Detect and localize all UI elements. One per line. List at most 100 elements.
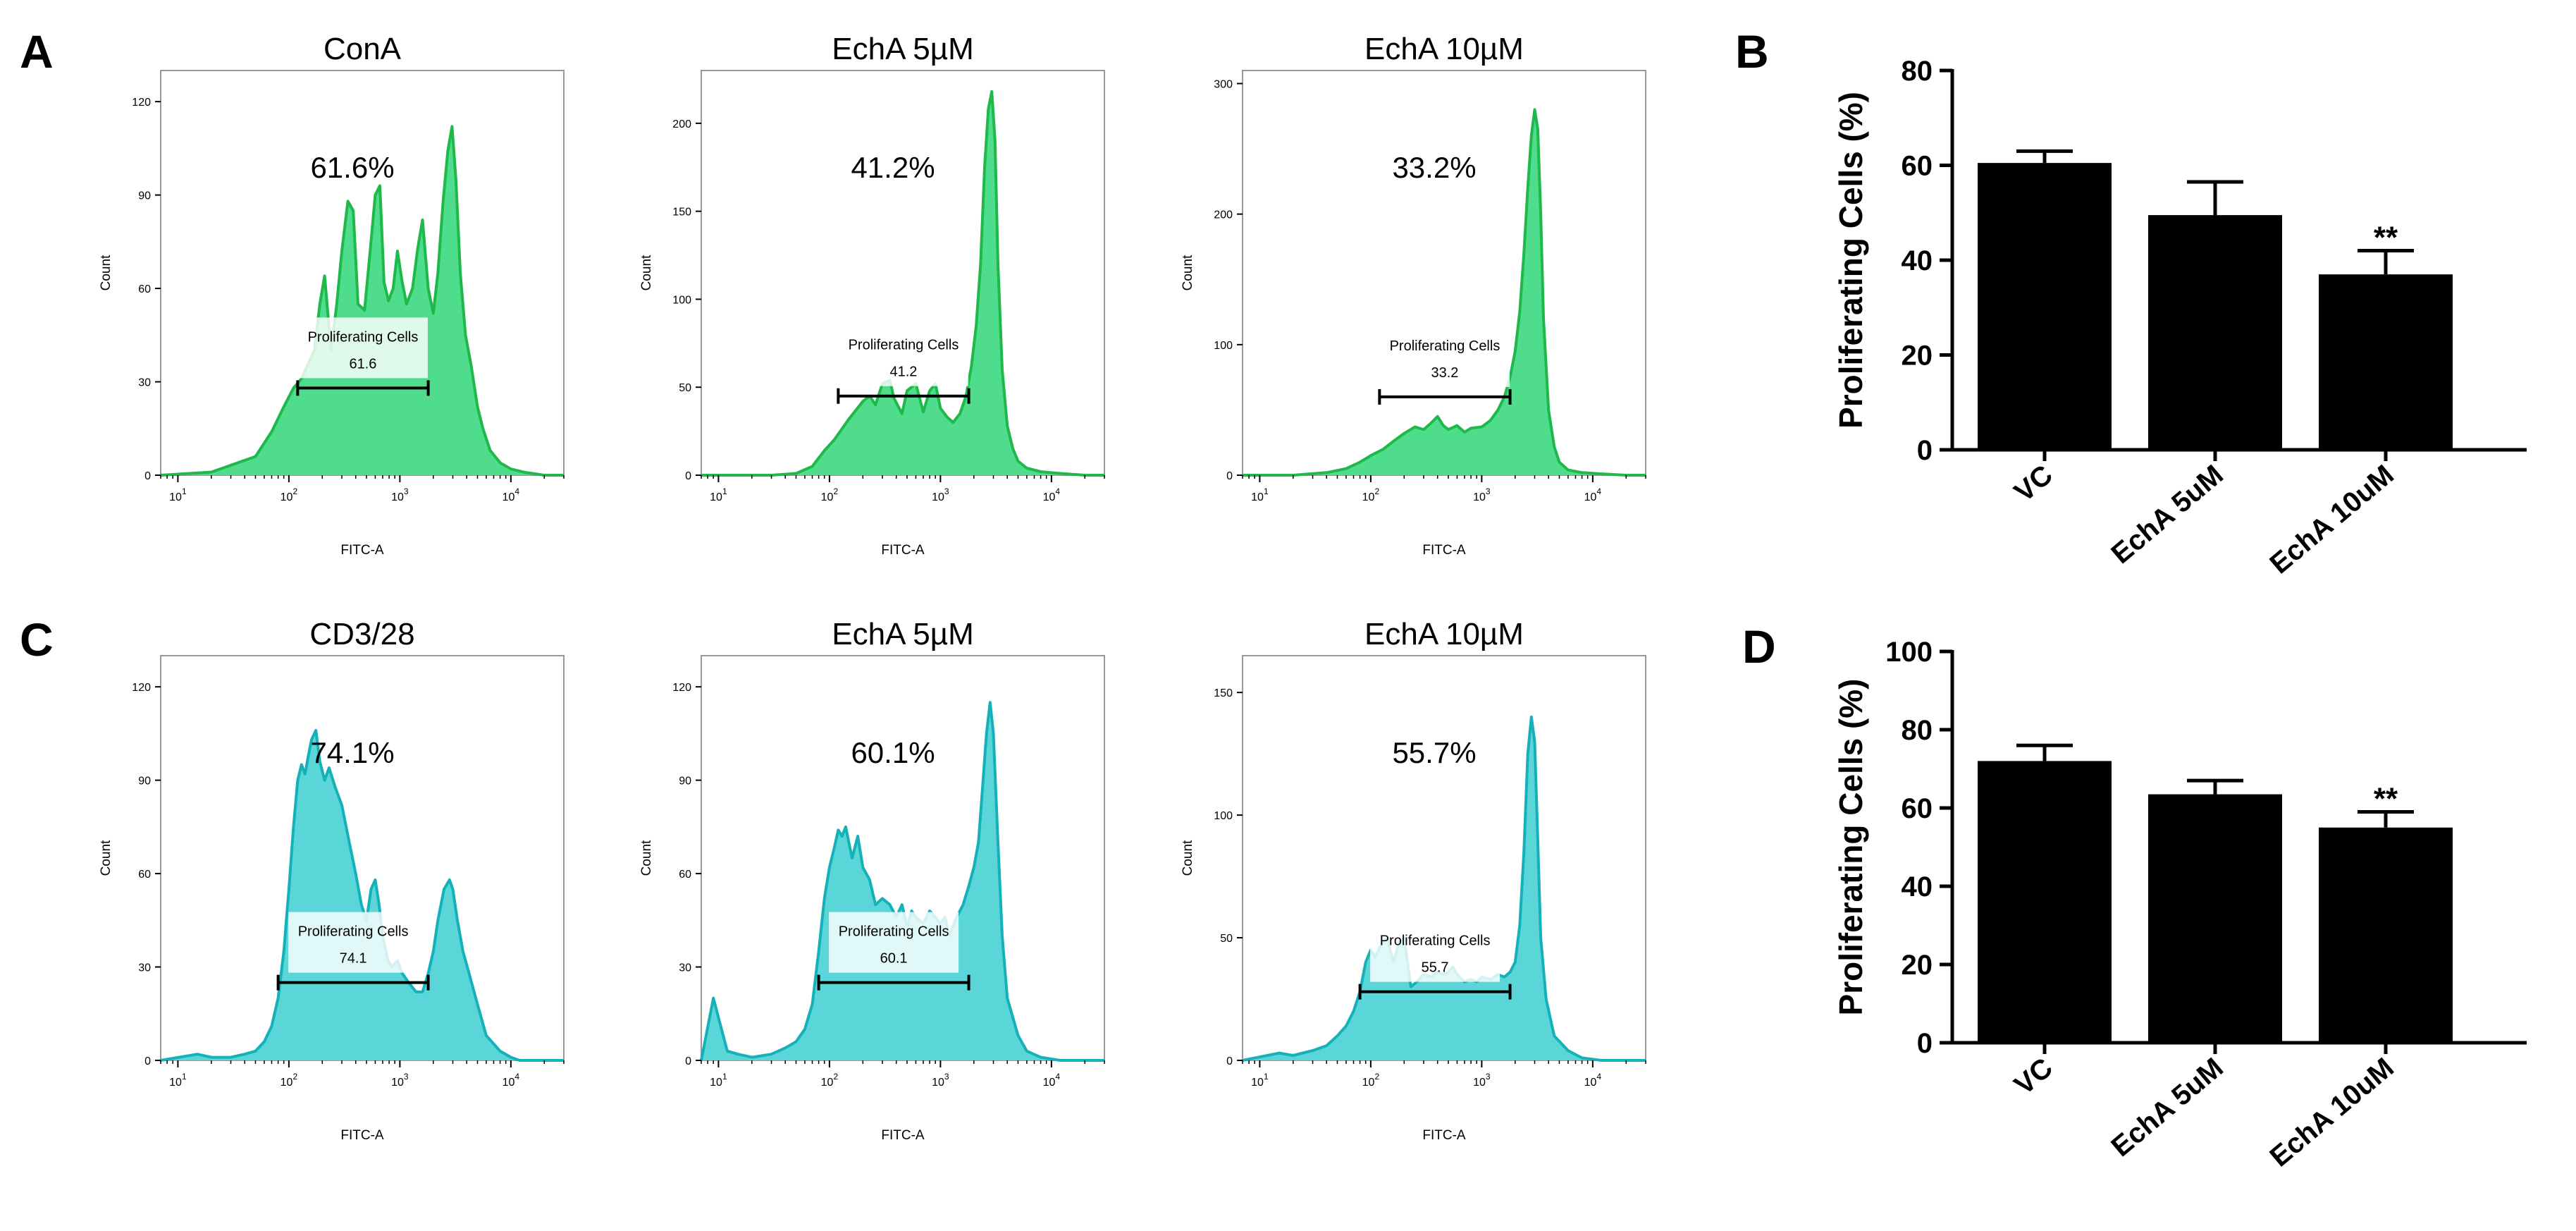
x-tick-exponent: 2 bbox=[292, 1072, 297, 1082]
x-axis-label: FITC-A bbox=[881, 1128, 925, 1143]
x-tick-exponent: 1 bbox=[1264, 486, 1269, 496]
histogram-line bbox=[160, 729, 564, 1062]
x-tick-label: 102 bbox=[821, 486, 839, 503]
x-tick-base: 10 bbox=[391, 1077, 404, 1089]
y-tick-label: 200 bbox=[1214, 209, 1233, 221]
y-tick-label: 60 bbox=[1902, 793, 1933, 824]
panel-title: EchA 5µM bbox=[832, 32, 973, 66]
x-tick-exponent: 1 bbox=[1264, 1072, 1269, 1082]
x-tick-base: 10 bbox=[821, 491, 834, 503]
x-tick-exponent: 4 bbox=[514, 1072, 519, 1082]
x-tick-label: 104 bbox=[1584, 1072, 1602, 1089]
y-tick-label: 150 bbox=[1214, 687, 1233, 699]
x-tick-exponent: 3 bbox=[1486, 1072, 1491, 1082]
y-tick-label: 0 bbox=[1917, 1028, 1933, 1059]
y-tick-label: 0 bbox=[144, 470, 151, 482]
x-tick-label: 103 bbox=[391, 486, 409, 503]
x-axis-label: FITC-A bbox=[881, 543, 925, 558]
y-tick-label: 40 bbox=[1902, 245, 1933, 276]
gate-label-box bbox=[288, 912, 419, 973]
x-tick-label: 104 bbox=[1043, 486, 1061, 503]
x-tick-label: 101 bbox=[710, 1072, 727, 1089]
gate-value: 61.6 bbox=[349, 356, 376, 372]
x-tick-base: 10 bbox=[281, 491, 293, 503]
histogram-area bbox=[1243, 109, 1646, 475]
y-tick-label: 0 bbox=[144, 1055, 151, 1067]
x-tick-exponent: 4 bbox=[1596, 486, 1601, 496]
y-tick-label: 90 bbox=[138, 190, 151, 202]
y-tick-label: 80 bbox=[1902, 715, 1933, 746]
y-tick-label: 50 bbox=[679, 382, 691, 394]
x-tick-exponent: 2 bbox=[1374, 486, 1379, 496]
x-tick-base: 10 bbox=[1251, 491, 1264, 503]
y-tick-label: 120 bbox=[132, 97, 151, 109]
x-tick-exponent: 1 bbox=[182, 1072, 187, 1082]
x-tick-exponent: 2 bbox=[292, 486, 297, 496]
x-tick-label: 101 bbox=[1251, 486, 1269, 503]
x-axis-label: FITC-A bbox=[340, 1128, 384, 1143]
x-axis-label: FITC-A bbox=[1422, 543, 1466, 558]
percent-label: 55.7% bbox=[1392, 736, 1476, 769]
x-tick-label: 101 bbox=[169, 486, 187, 503]
x-tick-base: 10 bbox=[932, 491, 944, 503]
x-tick-exponent: 1 bbox=[722, 486, 727, 496]
panel-letter-b: B bbox=[1735, 25, 1769, 78]
histogram-line bbox=[701, 90, 1104, 477]
gate-value: 55.7 bbox=[1422, 960, 1449, 976]
significance-label: ** bbox=[2374, 221, 2398, 255]
gate-value: 60.1 bbox=[880, 951, 908, 967]
percent-label: 33.2% bbox=[1392, 151, 1476, 184]
y-tick-label: 60 bbox=[679, 869, 691, 881]
gate-label-box bbox=[1379, 326, 1510, 387]
x-tick-base: 10 bbox=[391, 491, 404, 503]
x-tick-label: 101 bbox=[169, 1072, 187, 1089]
x-tick-exponent: 3 bbox=[944, 486, 949, 496]
y-tick-label: 0 bbox=[685, 1055, 691, 1067]
y-axis-label: Count bbox=[99, 840, 113, 876]
y-axis-label: Count bbox=[639, 840, 654, 876]
x-tick-base: 10 bbox=[821, 1077, 834, 1089]
x-tick-base: 10 bbox=[503, 491, 515, 503]
x-tick-base: 10 bbox=[1362, 1077, 1375, 1089]
panel-title: EchA 5µM bbox=[832, 617, 973, 651]
x-tick-base: 10 bbox=[1043, 491, 1056, 503]
x-tick-exponent: 4 bbox=[514, 486, 519, 496]
x-tick-base: 10 bbox=[710, 491, 722, 503]
bar bbox=[2148, 794, 2282, 1043]
y-axis-label: Count bbox=[1181, 255, 1195, 290]
gate-name: Proliferating Cells bbox=[1390, 338, 1500, 354]
histogram-area bbox=[701, 702, 1104, 1060]
x-tick-exponent: 1 bbox=[182, 486, 187, 496]
x-tick-exponent: 4 bbox=[1055, 1072, 1060, 1082]
bar bbox=[2319, 274, 2453, 450]
y-tick-label: 90 bbox=[138, 776, 151, 788]
y-tick-label: 100 bbox=[1214, 340, 1233, 352]
panel-letter-c: C bbox=[20, 613, 54, 666]
histogram-line bbox=[1243, 108, 1646, 477]
y-tick-label: 20 bbox=[1902, 950, 1933, 981]
percent-label: 60.1% bbox=[851, 736, 935, 769]
percent-label: 41.2% bbox=[851, 151, 935, 184]
y-tick-label: 200 bbox=[672, 118, 691, 130]
x-tick-base: 10 bbox=[281, 1077, 293, 1089]
y-tick-label: 60 bbox=[138, 283, 151, 295]
y-tick-label: 30 bbox=[679, 962, 691, 974]
x-tick-base: 10 bbox=[1251, 1077, 1264, 1089]
gate-name: Proliferating Cells bbox=[849, 338, 959, 353]
x-tick-label: 102 bbox=[1362, 486, 1380, 503]
x-tick-exponent: 4 bbox=[1055, 486, 1060, 496]
gate-label-box bbox=[829, 912, 959, 973]
gate-label-box bbox=[297, 317, 428, 379]
panel-letter-a: A bbox=[20, 25, 54, 78]
x-tick-exponent: 1 bbox=[722, 1072, 727, 1082]
percent-label: 74.1% bbox=[310, 736, 394, 769]
y-tick-label: 120 bbox=[132, 682, 151, 694]
bar bbox=[2148, 215, 2282, 450]
x-tick-label: 103 bbox=[1473, 486, 1491, 503]
